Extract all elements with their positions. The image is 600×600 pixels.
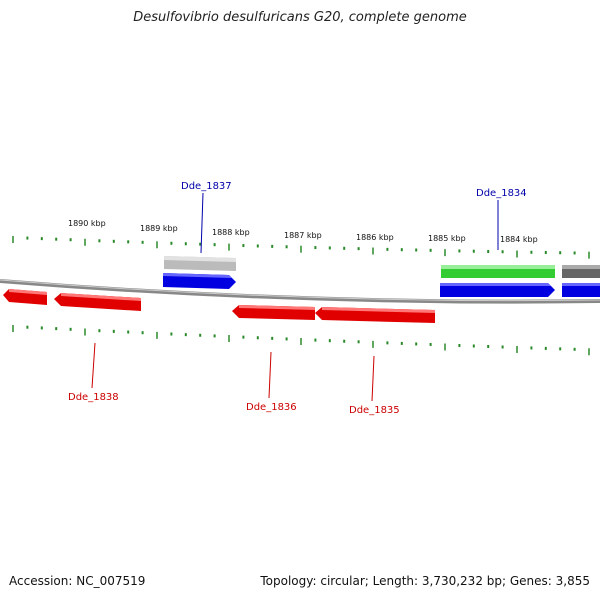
gene-label-dde-1836[interactable]: Dde_1836: [246, 402, 297, 413]
kbp-label-1887: 1887 kbp: [284, 231, 322, 240]
gene-dde-1837-pseudo[interactable]: [164, 256, 236, 271]
gene-dde-1837[interactable]: [163, 273, 236, 289]
kbp-label-1890: 1890 kbp: [68, 219, 106, 228]
kbp-label-1889: 1889 kbp: [140, 224, 178, 233]
accession-text: Accession: NC_007519: [9, 574, 146, 588]
kbp-label-1888: 1888 kbp: [212, 228, 250, 237]
kbp-label-1884: 1884 kbp: [500, 235, 538, 244]
kbp-label-1885: 1885 kbp: [428, 234, 466, 243]
gene-dde-1834-rna[interactable]: [441, 265, 555, 278]
gene-dde-1838[interactable]: [54, 293, 141, 311]
scale-ticks-bottom: [12, 325, 590, 356]
gene-label-dde-1837[interactable]: Dde_1837: [181, 181, 232, 192]
gene-label-dde-1834[interactable]: Dde_1834: [476, 188, 527, 199]
gene-dde-1836[interactable]: [232, 305, 315, 320]
scale-ticks-top: [12, 236, 590, 259]
genome-summary-text: Topology: circular; Length: 3,730,232 bp…: [260, 574, 590, 588]
kbp-label-1886: 1886 kbp: [356, 233, 394, 242]
gene-label-dde-1835[interactable]: Dde_1835: [349, 405, 400, 416]
gene-edge-forward[interactable]: [562, 283, 600, 297]
map-title: Desulfovibrio desulfuricans G20, complet…: [133, 10, 467, 25]
gene-label-dde-1838[interactable]: Dde_1838: [68, 392, 119, 403]
gene-edge-reverse[interactable]: [3, 289, 47, 305]
gene-edge-other[interactable]: [562, 265, 600, 278]
gene-dde-1834[interactable]: [440, 283, 555, 297]
gene-dde-1835[interactable]: [315, 307, 435, 323]
genome-backbone: [0, 279, 600, 304]
